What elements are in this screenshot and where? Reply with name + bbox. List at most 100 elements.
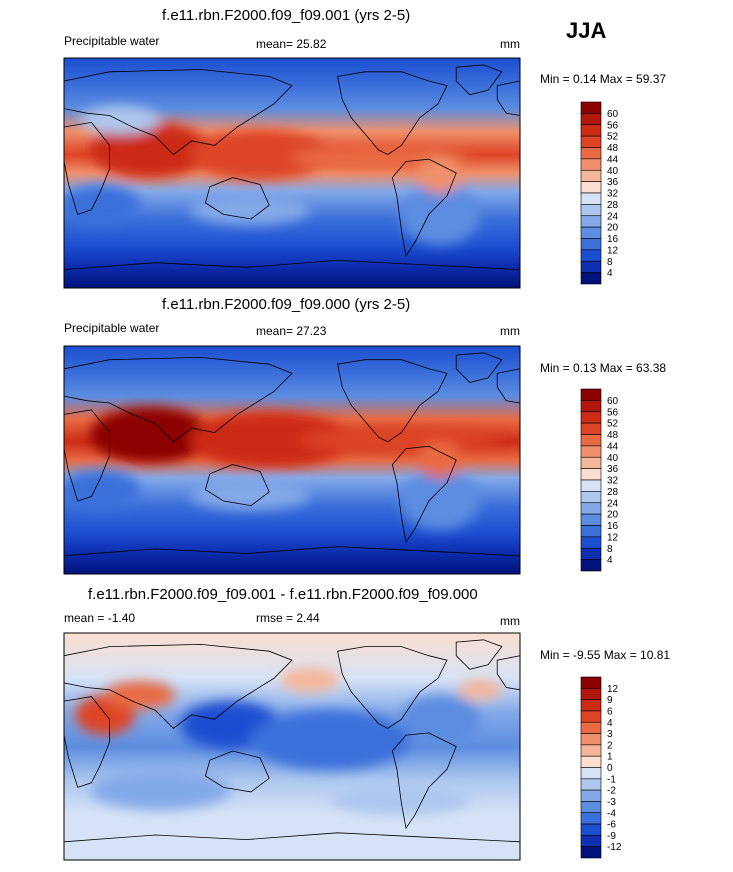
colorbar-swatch — [580, 226, 602, 239]
coastline — [63, 832, 521, 843]
colorbar-swatch — [580, 388, 602, 401]
panel-2-map — [64, 346, 520, 574]
panel-2-coastlines — [63, 352, 521, 557]
colorbar-swatch — [580, 479, 602, 492]
panel-3-map — [64, 633, 520, 860]
coastline — [63, 356, 293, 443]
colorbar-tick-label: 16 — [607, 521, 619, 532]
coastline — [63, 409, 110, 502]
colorbar-tick-label: 60 — [607, 396, 619, 407]
panel-1-variable: Precipitable water — [64, 34, 160, 48]
colorbar-swatch — [580, 272, 602, 285]
coastline — [63, 696, 110, 788]
colorbar-tick-label: 6 — [607, 706, 613, 717]
colorbar-tick-label: -2 — [607, 786, 616, 797]
colorbar-swatch — [580, 411, 602, 424]
panel-2-variable: Precipitable water — [64, 321, 160, 335]
colorbar-tick-label: 1 — [607, 752, 613, 763]
colorbar-swatch — [580, 525, 602, 538]
colorbar-swatch — [580, 456, 602, 469]
colorbar-tick-label: -1 — [607, 774, 616, 785]
panel-2-title: f.e11.rbn.F2000.f09_f09.000 (yrs 2-5) — [162, 296, 411, 313]
colorbar-tick-label: 44 — [607, 154, 619, 165]
coastline — [63, 69, 293, 156]
colorbar-tick-label: 24 — [607, 211, 619, 222]
colorbar-swatch — [580, 699, 602, 712]
colorbar-tick-label: 48 — [607, 143, 619, 154]
coastline — [391, 158, 457, 257]
panel-1-title: f.e11.rbn.F2000.f09_f09.001 (yrs 2-5) — [162, 7, 411, 24]
colorbar-swatch — [580, 135, 602, 148]
panel-3-title: f.e11.rbn.F2000.f09_f09.001 - f.e11.rbn.… — [88, 586, 478, 603]
coastline — [455, 352, 503, 383]
colorbar-swatch — [580, 733, 602, 746]
colorbar-swatch — [580, 823, 602, 836]
season-label: JJA — [566, 18, 607, 43]
colorbar-swatch — [580, 260, 602, 273]
colorbar-tick-label: 36 — [607, 177, 619, 188]
colorbar-swatch — [580, 181, 602, 194]
coastline — [204, 750, 270, 793]
panel-1-minmax: Min = 0.14 Max = 59.37 — [540, 72, 667, 86]
coastline — [391, 732, 457, 830]
coastline — [496, 80, 521, 116]
coastline — [337, 359, 448, 443]
coastline — [337, 646, 448, 729]
colorbar-tick-label: 52 — [607, 419, 619, 430]
colorbar-swatch — [580, 676, 602, 689]
colorbar-swatch — [580, 835, 602, 847]
colorbar-tick-label: 36 — [607, 464, 619, 475]
colorbar-swatch — [580, 124, 602, 137]
colorbar-swatch — [580, 744, 602, 757]
colorbar-tick-label: 52 — [607, 132, 619, 143]
colorbar-tick-label: 28 — [607, 487, 619, 498]
panel-3-frame — [63, 632, 521, 861]
panel-3-units: mm — [500, 614, 520, 628]
panel-3-coastlines — [63, 639, 521, 843]
colorbar-tick-label: 24 — [607, 498, 619, 509]
colorbar-tick-label: 2 — [607, 740, 613, 751]
coastline — [496, 368, 521, 404]
panel-2-mean: mean= 27.23 — [256, 324, 327, 338]
colorbar-swatch — [580, 559, 602, 572]
colorbar-swatch — [580, 536, 602, 549]
colorbar-tick-label: -12 — [607, 842, 622, 853]
colorbar-tick-label: 40 — [607, 166, 619, 177]
colorbar-swatch — [580, 113, 602, 126]
colorbar-swatch — [580, 158, 602, 171]
colorbar-swatch — [580, 400, 602, 413]
colorbar-tick-label: -3 — [607, 797, 616, 808]
colorbar-tick-label: 20 — [607, 510, 619, 521]
coastline — [204, 177, 270, 220]
colorbar-tick-label: 3 — [607, 729, 613, 740]
colorbar-swatch — [580, 778, 602, 791]
colorbar-tick-label: 32 — [607, 189, 619, 200]
coastline — [204, 464, 270, 507]
panel-1-coastlines — [63, 64, 521, 270]
colorbar-tick-label: 16 — [607, 234, 619, 245]
colorbar-swatch — [580, 755, 602, 768]
colorbar-swatch — [580, 502, 602, 515]
colorbar-swatch — [580, 238, 602, 251]
colorbar-tick-label: 12 — [607, 684, 619, 695]
coastline — [337, 71, 448, 156]
panel-2-minmax: Min = 0.13 Max = 63.38 — [540, 361, 667, 375]
colorbar-tick-label: 56 — [607, 407, 619, 418]
colorbar-tick-label: 4 — [607, 555, 613, 566]
colorbar-swatch — [580, 204, 602, 217]
colorbar-tick-label: 44 — [607, 441, 619, 452]
colorbar-swatch — [580, 192, 602, 205]
coastline — [391, 445, 457, 544]
colorbar-swatch — [580, 789, 602, 802]
coastline — [63, 259, 521, 270]
panel-3-mean: mean = -1.40 — [64, 611, 136, 625]
panel-1-mean: mean= 25.82 — [256, 37, 327, 51]
colorbar-swatch — [580, 547, 602, 560]
colorbar-tick-label: 4 — [607, 268, 613, 279]
colorbar-swatch — [580, 710, 602, 723]
panel-1-map — [64, 58, 520, 288]
panel-2-units: mm — [500, 324, 520, 338]
